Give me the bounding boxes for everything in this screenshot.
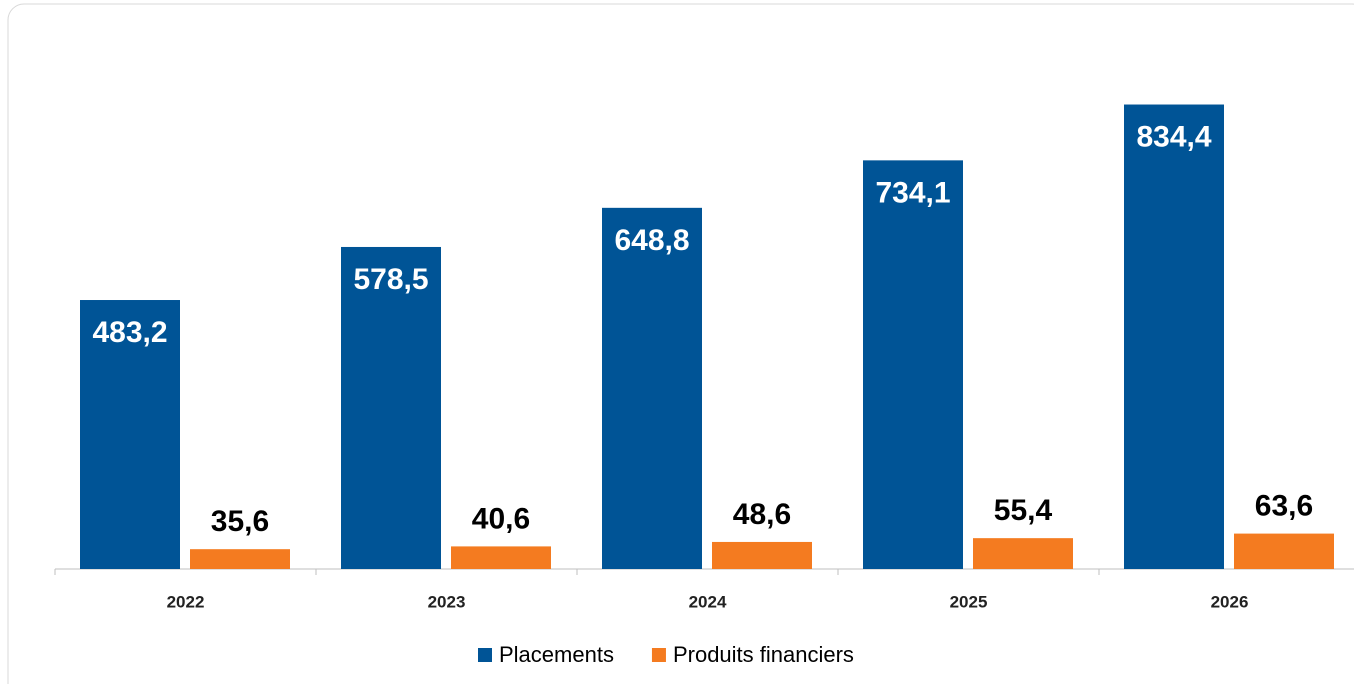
legend-swatch: [478, 648, 492, 662]
value-label: 40,6: [472, 502, 530, 535]
bar: [602, 207, 702, 570]
value-label: 63,6: [1255, 490, 1313, 523]
x-tick-label: 2022: [167, 592, 205, 611]
bar: [863, 160, 963, 569]
bar: [451, 546, 551, 569]
bar: [712, 541, 812, 569]
value-label: 55,4: [994, 494, 1053, 527]
value-label: 578,5: [353, 263, 428, 296]
value-label: 35,6: [211, 505, 269, 538]
value-label: 483,2: [92, 316, 167, 349]
value-label: 834,4: [1136, 120, 1211, 153]
value-label: 48,6: [733, 498, 791, 531]
legend-label: Produits financiers: [673, 642, 854, 667]
value-label: 734,1: [875, 176, 950, 209]
x-tick-label: 2026: [1211, 592, 1249, 611]
bar: [80, 300, 180, 569]
bar: [973, 538, 1073, 569]
value-label: 648,8: [614, 224, 689, 257]
legend-swatch: [651, 648, 666, 662]
bar: [1234, 533, 1334, 569]
x-tick-label: 2023: [428, 592, 466, 611]
legend-label: Placements: [499, 642, 614, 667]
bar: [341, 246, 441, 570]
bar: [1124, 104, 1224, 569]
x-tick-label: 2024: [689, 592, 727, 611]
bar: [190, 549, 290, 569]
x-tick-label: 2025: [950, 592, 988, 611]
